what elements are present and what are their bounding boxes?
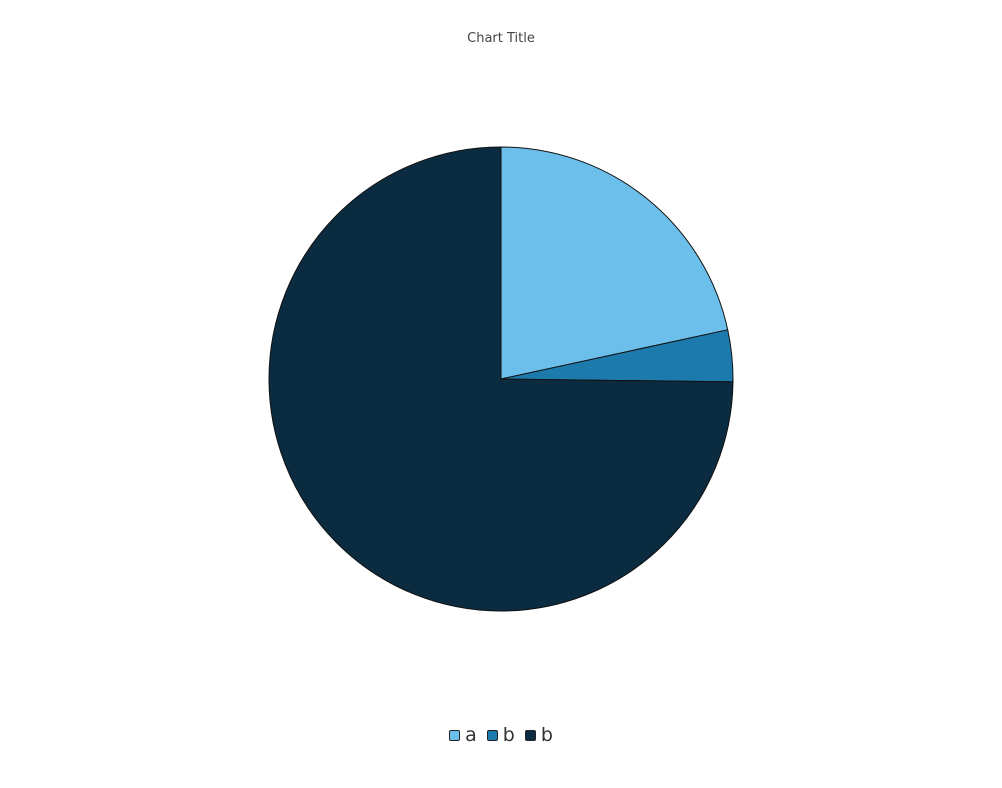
legend-swatch <box>486 729 498 741</box>
legend-item-3[interactable]: b <box>524 723 553 747</box>
pie-slice-1[interactable] <box>500 146 729 380</box>
legend-label: b <box>540 724 553 746</box>
legend-swatch <box>449 729 461 741</box>
pie-slices <box>268 146 734 612</box>
legend-label: a <box>465 724 477 746</box>
legend-item-2[interactable]: b <box>486 723 515 747</box>
legend-item-1[interactable]: a <box>449 723 477 747</box>
legend-swatch <box>524 729 536 741</box>
pie-slice-3[interactable] <box>268 146 734 612</box>
legend-label: b <box>502 724 515 746</box>
chart-title: Chart Title <box>467 31 535 46</box>
